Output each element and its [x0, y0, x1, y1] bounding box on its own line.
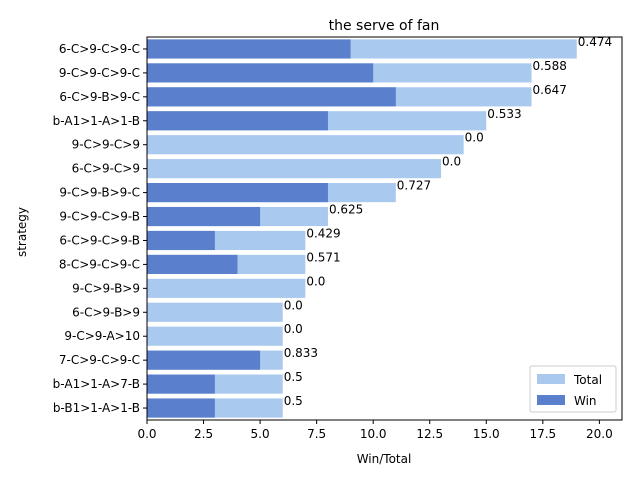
legend-label-win: Win: [574, 394, 597, 408]
y-tick-label-3: b-A1>1-A>1-B: [53, 114, 140, 128]
chart-title: the serve of fan: [329, 18, 440, 34]
y-tick-label-15: b-B1>1-A>1-B: [53, 401, 140, 415]
bar-total-5: [147, 159, 442, 179]
data-label-6: 0.727: [397, 179, 431, 193]
y-tick-label-4: 9-C>9-C>9: [72, 138, 140, 152]
x-tick-label-7: 17.5: [529, 427, 556, 441]
y-tick-label-1: 9-C>9-C>9-C: [59, 66, 140, 80]
x-tick-label-8: 20.0: [586, 427, 613, 441]
y-axis-label: strategy: [15, 207, 29, 257]
y-tick-label-9: 8-C>9-C>9-C: [59, 257, 140, 271]
y-tick-label-8: 6-C>9-C>9-B: [59, 233, 140, 247]
bar-win-0: [147, 39, 351, 59]
bar-total-10: [147, 278, 306, 298]
y-tick-label-7: 9-C>9-C>9-B: [59, 210, 140, 224]
x-tick-label-5: 12.5: [416, 427, 443, 441]
x-axis-label: Win/Total: [357, 452, 412, 466]
data-label-1: 0.588: [533, 59, 567, 73]
data-label-5: 0.0: [442, 155, 461, 169]
data-label-0: 0.474: [578, 35, 612, 49]
y-tick-label-10: 9-C>9-B>9: [72, 281, 140, 295]
y-tick-label-12: 9-C>9-A>10: [64, 329, 140, 343]
x-tick-label-2: 5.0: [251, 427, 270, 441]
legend-label-total: Total: [573, 373, 602, 387]
data-label-7: 0.625: [329, 203, 363, 217]
bar-win-9: [147, 254, 238, 274]
data-labels-layer: 0.4740.5880.6470.5330.00.00.7270.6250.42…: [284, 35, 612, 408]
bar-total-12: [147, 326, 283, 346]
bars-layer: [147, 39, 577, 418]
bar-total-4: [147, 135, 464, 155]
data-label-11: 0.0: [284, 298, 303, 312]
bar-win-1: [147, 63, 374, 83]
data-label-10: 0.0: [306, 274, 325, 288]
x-tick-label-3: 7.5: [307, 427, 326, 441]
data-label-9: 0.571: [306, 250, 340, 264]
bar-win-3: [147, 111, 328, 131]
bar-win-8: [147, 230, 215, 251]
bar-win-14: [147, 374, 215, 394]
plot-frame: [146, 36, 623, 421]
legend-box: [529, 365, 617, 413]
y-tick-label-14: b-A1>1-A>7-B: [53, 377, 140, 391]
y-tick-label-5: 6-C>9-C>9: [72, 162, 140, 176]
data-label-14: 0.5: [284, 370, 303, 384]
data-label-3: 0.533: [487, 107, 521, 121]
data-label-13: 0.833: [284, 346, 318, 360]
axes-layer: 6-C>9-C>9-C 9-C>9-C>9-C 6-C>9-B>9-C b-A1>1-…: [53, 36, 623, 441]
bar-win-13: [147, 350, 261, 370]
x-tick-label-0: 0.0: [137, 427, 156, 441]
x-tick-label-4: 10.0: [360, 427, 387, 441]
data-label-2: 0.647: [533, 83, 567, 97]
y-tick-label-0: 6-C>9-C>9-C: [59, 42, 140, 56]
bar-win-2: [147, 87, 396, 107]
data-label-4: 0.0: [465, 131, 484, 145]
data-label-8: 0.429: [306, 226, 340, 240]
y-tick-label-6: 9-C>9-B>9-C: [59, 186, 140, 200]
legend: Total Win: [529, 365, 617, 413]
legend-swatch-win: [537, 395, 565, 405]
bar-win-7: [147, 206, 261, 227]
bar-total-11: [147, 302, 283, 322]
y-tick-label-11: 6-C>9-B>9: [72, 305, 140, 319]
x-tick-label-1: 2.5: [194, 427, 213, 441]
data-label-15: 0.5: [284, 394, 303, 408]
legend-swatch-total: [537, 374, 565, 384]
y-tick-label-2: 6-C>9-B>9-C: [59, 90, 140, 104]
x-tick-label-6: 15.0: [473, 427, 500, 441]
bar-win-15: [147, 398, 215, 418]
bar-win-6: [147, 183, 328, 203]
data-label-12: 0.0: [284, 322, 303, 336]
y-tick-label-13: 7-C>9-C>9-C: [59, 353, 140, 367]
